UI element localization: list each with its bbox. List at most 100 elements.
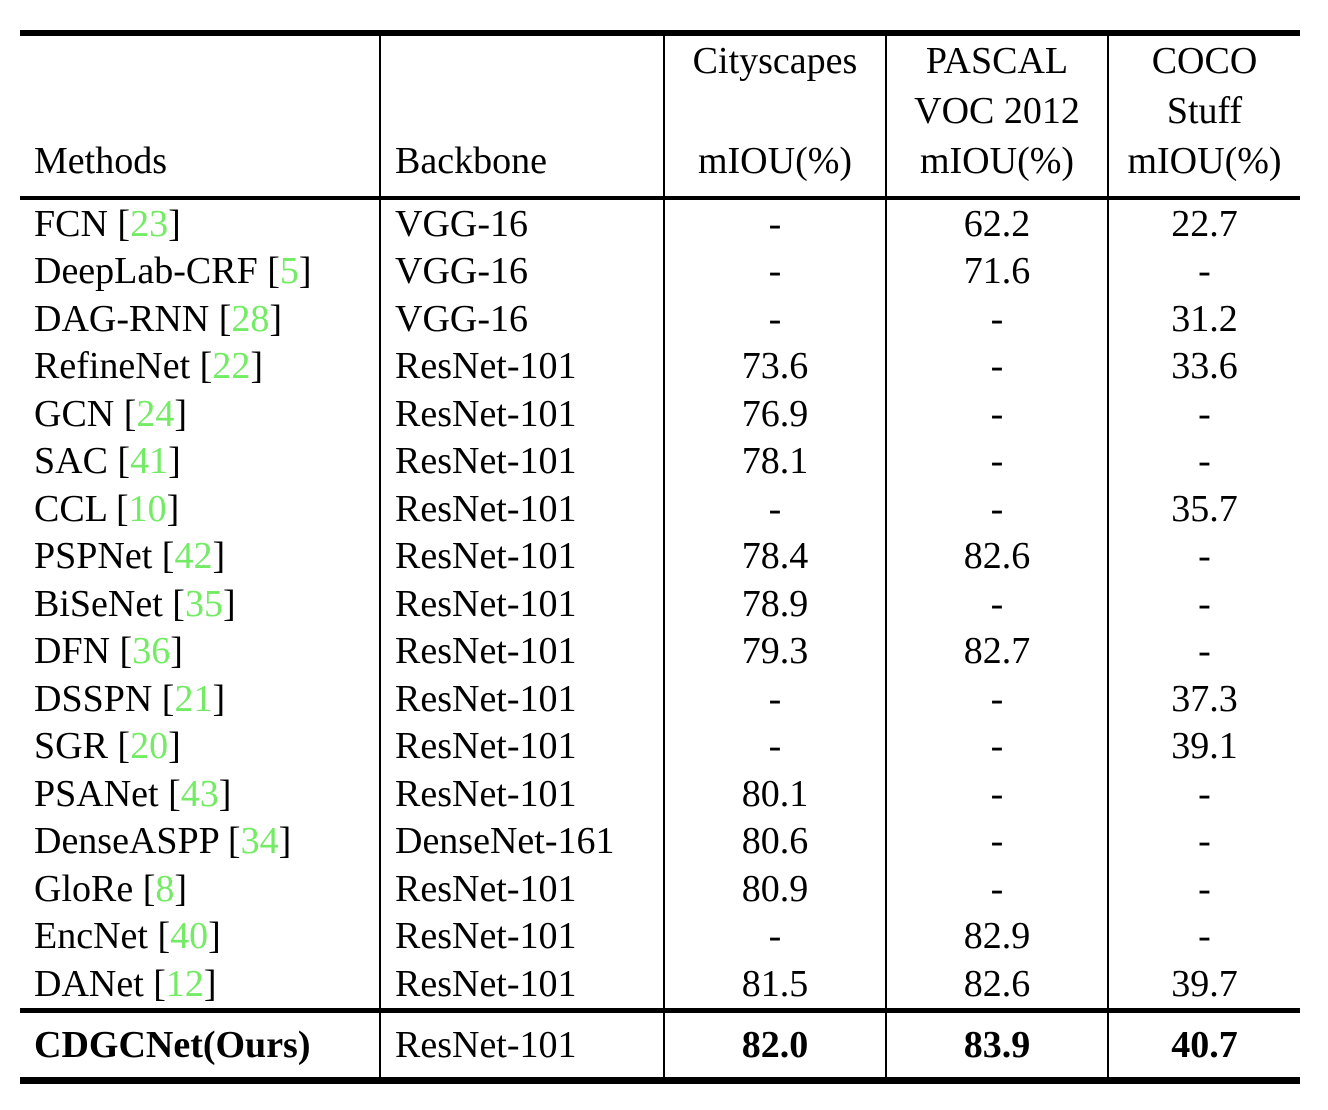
voc-value: 82.9 bbox=[885, 912, 1108, 960]
citation-ref-link[interactable]: 5 bbox=[279, 250, 299, 293]
table-row: PSPNet [42] ResNet-101 78.4 82.6- bbox=[20, 532, 1300, 581]
backbone-cell: ResNet-101 bbox=[379, 865, 664, 913]
cityscapes-value: - bbox=[663, 485, 886, 533]
citation-ref-link[interactable]: 21 bbox=[174, 677, 213, 720]
citation-ref-link[interactable]: 8 bbox=[155, 867, 175, 910]
method-cell: DAG-RNN [28] bbox=[20, 295, 380, 343]
coco-value: - bbox=[1107, 532, 1300, 580]
coco-value: - bbox=[1107, 770, 1300, 818]
citation-bracket-close: ] bbox=[168, 440, 181, 483]
backbone-cell: ResNet-101 bbox=[379, 532, 664, 580]
citation-bracket-close: ] bbox=[212, 535, 226, 578]
method-cell: EncNet [40] bbox=[20, 913, 380, 961]
citation-bracket-close: ] bbox=[218, 772, 232, 815]
citation-bracket-open: [ bbox=[153, 962, 166, 1005]
coco-value: 39.1 bbox=[1107, 722, 1300, 770]
citation-ref-link[interactable]: 22 bbox=[212, 345, 251, 388]
cityscapes-value: 73.6 bbox=[663, 342, 886, 390]
citation-bracket-open: [ bbox=[168, 772, 181, 815]
citation-ref-link[interactable]: 35 bbox=[184, 582, 223, 625]
coco-value: 33.6 bbox=[1107, 342, 1300, 390]
method-label: DAG-RNN bbox=[34, 297, 210, 340]
method-label: RefineNet bbox=[34, 345, 191, 388]
cityscapes-value: - bbox=[663, 247, 886, 295]
citation-ref-link[interactable]: 40 bbox=[170, 915, 209, 958]
method-label: PSPNet bbox=[34, 535, 153, 578]
header-coco-line1: COCO bbox=[1151, 40, 1258, 82]
coco-value: 31.2 bbox=[1107, 295, 1300, 343]
method-label: SGR bbox=[34, 725, 108, 768]
citation-ref-link[interactable]: 28 bbox=[231, 297, 270, 340]
citation-bracket-close: ] bbox=[168, 202, 181, 245]
cityscapes-value: 78.9 bbox=[663, 580, 886, 628]
cityscapes-value: 76.9 bbox=[663, 390, 886, 438]
method-cell: FCN [23] bbox=[20, 198, 380, 248]
citation-bracket-close: ] bbox=[203, 962, 217, 1005]
header-backbone-label: Backbone bbox=[395, 140, 547, 182]
citation-ref-link[interactable]: 23 bbox=[130, 202, 169, 245]
voc-value: 82.6 bbox=[885, 532, 1108, 580]
header-pascal-miou: mIOU(%) bbox=[919, 140, 1075, 182]
header-row: Methods Backbone Cityscapes mIOU(%) PASC… bbox=[20, 33, 1300, 200]
citation-bracket-open: [ bbox=[157, 915, 171, 958]
backbone-cell: ResNet-101 bbox=[379, 770, 664, 818]
coco-value: 22.7 bbox=[1107, 198, 1300, 248]
citation-ref-link[interactable]: 20 bbox=[130, 725, 169, 768]
citation-ref-link[interactable]: 36 bbox=[132, 630, 171, 673]
citation-bracket-open: [ bbox=[267, 250, 280, 293]
citation-ref-link[interactable]: 43 bbox=[180, 772, 219, 815]
citation-ref-link[interactable]: 12 bbox=[165, 962, 204, 1005]
method-cell: SGR [20] bbox=[20, 723, 380, 771]
citation-bracket-open: [ bbox=[218, 297, 232, 340]
backbone-cell: ResNet-101 bbox=[379, 675, 664, 723]
cityscapes-value: 81.5 bbox=[663, 960, 886, 1010]
method-cell: PSPNet [42] bbox=[20, 533, 380, 581]
citation-bracket-close: ] bbox=[222, 582, 236, 625]
results-table: Methods Backbone Cityscapes mIOU(%) PASC… bbox=[20, 30, 1300, 1084]
header-coco-miou: mIOU(%) bbox=[1127, 140, 1282, 182]
coco-value: - bbox=[1107, 865, 1300, 913]
backbone-cell: ResNet-101 bbox=[379, 580, 664, 628]
voc-value: 71.6 bbox=[885, 247, 1108, 295]
citation-bracket-close: ] bbox=[170, 630, 183, 673]
backbone-cell: VGG-16 bbox=[379, 198, 664, 248]
backbone-cell: ResNet-101 bbox=[379, 912, 664, 960]
method-cell: RefineNet [22] bbox=[20, 343, 380, 391]
header-pascal-line1: PASCAL bbox=[925, 40, 1069, 82]
method-label: SAC bbox=[34, 440, 108, 483]
table-row: SGR [20] ResNet-101- -39.1 bbox=[20, 722, 1300, 771]
cityscapes-value: - bbox=[663, 722, 886, 770]
citation-bracket-open: [ bbox=[119, 630, 133, 673]
citation-bracket-open: [ bbox=[161, 535, 175, 578]
citation-ref-link[interactable]: 42 bbox=[174, 535, 213, 578]
coco-value: 35.7 bbox=[1107, 485, 1300, 533]
citation-ref-link[interactable]: 41 bbox=[130, 440, 169, 483]
citation-bracket-close: ] bbox=[298, 250, 312, 293]
citation-bracket-open: [ bbox=[199, 345, 213, 388]
table-row: DAG-RNN [28] VGG-16- -31.2 bbox=[20, 295, 1300, 343]
method-label: CCL bbox=[34, 487, 107, 530]
ours-cityscapes-value: 82.0 bbox=[663, 1007, 886, 1080]
citation-bracket-close: ] bbox=[174, 392, 188, 435]
citation-bracket-open: [ bbox=[116, 487, 129, 530]
header-methods: Methods bbox=[20, 33, 380, 200]
method-cell: DANet [12] bbox=[20, 960, 380, 1010]
cityscapes-value: 78.4 bbox=[663, 532, 886, 580]
method-cell: GloRe [8] bbox=[20, 865, 380, 913]
citation-bracket-open: [ bbox=[172, 582, 185, 625]
ours-method-cell: CDGCNet(Ours) bbox=[20, 1007, 380, 1080]
method-label: DFN bbox=[34, 630, 111, 673]
citation-ref-link[interactable]: 10 bbox=[128, 487, 167, 530]
cityscapes-value: - bbox=[663, 675, 886, 723]
citation-ref-link[interactable]: 34 bbox=[240, 820, 279, 863]
table-body: FCN [23] VGG-16-62.2 22.7 DeepLab-CRF [5] VG… bbox=[20, 198, 1300, 1010]
table-row: RefineNet [22] ResNet-101 73.6-33.6 bbox=[20, 342, 1300, 391]
cityscapes-value: 80.1 bbox=[663, 770, 886, 818]
citation-bracket-close: ] bbox=[208, 915, 221, 958]
table-row: FCN [23] VGG-16-62.2 22.7 bbox=[20, 198, 1300, 248]
voc-value: - bbox=[885, 722, 1108, 770]
voc-value: - bbox=[885, 390, 1108, 438]
method-cell: SAC [41] bbox=[20, 438, 380, 486]
citation-ref-link[interactable]: 24 bbox=[136, 392, 175, 435]
header-cityscapes-line2 bbox=[665, 86, 885, 136]
